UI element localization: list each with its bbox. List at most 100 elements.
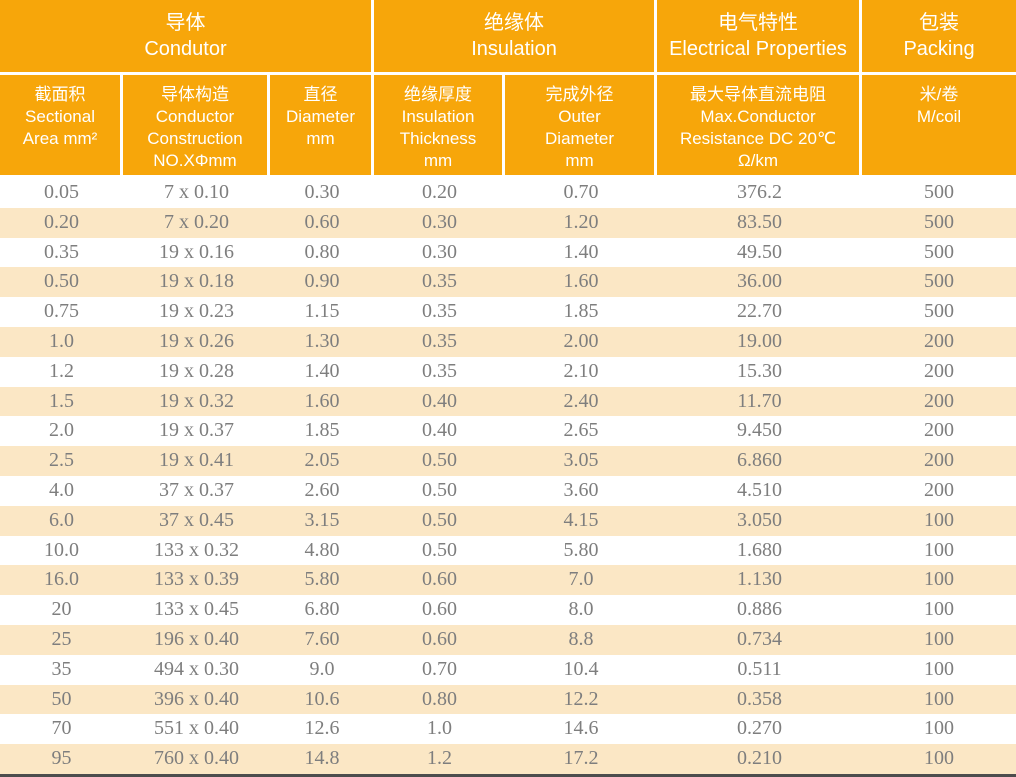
table-cell: 35 (0, 654, 123, 685)
table-row: 6.0 37 x 0.45 3.15 0.50 4.15 3.050 100 (0, 505, 1016, 536)
table-cell: 3.15 (270, 505, 375, 536)
table-cell: 37 x 0.37 (123, 475, 270, 506)
table-cell: 12.2 (505, 684, 658, 715)
table-row: 1.2 19 x 0.28 1.40 0.35 2.10 15.30 200 (0, 356, 1016, 387)
col-header-insulation-thickness: 绝缘厚度 Insulation Thickness mm (374, 75, 506, 178)
table-cell: 8.0 (505, 595, 658, 625)
table-cell: 5.80 (505, 535, 658, 566)
table-cell: 19 x 0.23 (123, 297, 270, 327)
table-cell: 4.0 (0, 475, 123, 506)
table-cell: 0.80 (374, 684, 506, 715)
table-cell: 7.0 (505, 565, 658, 596)
column-header-row: 截面积 Sectional Area mm² 导体构造 Conductor Co… (0, 75, 1016, 178)
table-cell: 19 x 0.41 (123, 446, 270, 476)
table-cell: 0.60 (374, 624, 506, 655)
table-cell: 494 x 0.30 (123, 654, 270, 685)
col-header-line: Thickness (399, 129, 477, 148)
table-cell: 36.00 (657, 267, 863, 298)
group-header-conductor: 导体 Condutor (0, 0, 375, 75)
table-cell: 2.60 (270, 475, 375, 506)
table-cell: 6.0 (0, 505, 123, 536)
table-cell: 0.30 (374, 237, 506, 268)
table-cell: 49.50 (657, 237, 863, 268)
table-cell: 2.05 (270, 446, 375, 476)
col-header-line: Insulation (401, 107, 475, 126)
table-cell: 200 (862, 416, 1016, 447)
table-cell: 0.70 (374, 654, 506, 685)
table-cell: 0.75 (0, 297, 123, 327)
table-body: 0.05 7 x 0.10 0.30 0.20 0.70 376.2 500 0.20 7 x … (0, 178, 1016, 774)
table-cell: 0.05 (0, 178, 123, 208)
table-cell: 12.6 (270, 714, 375, 745)
table-cell: 70 (0, 714, 123, 745)
col-header-line: Diameter (286, 107, 355, 126)
table-row: 2.5 19 x 0.41 2.05 0.50 3.05 6.860 200 (0, 446, 1016, 476)
table-cell: 0.50 (374, 505, 506, 536)
table-cell: 0.886 (657, 595, 863, 625)
table-cell: 100 (862, 684, 1016, 715)
col-header-line: Outer (558, 107, 601, 126)
table-cell: 0.60 (270, 207, 375, 238)
table-cell: 22.70 (657, 297, 863, 327)
col-header-line: 完成外径 (545, 85, 614, 104)
table-cell: 2.0 (0, 416, 123, 447)
col-header-line: Diameter (545, 129, 614, 148)
group-label-en: Condutor (144, 38, 227, 60)
table-cell: 200 (862, 386, 1016, 417)
group-label-zh: 包装 (919, 12, 960, 34)
table-cell: 9.450 (657, 416, 863, 447)
table-row: 1.0 19 x 0.26 1.30 0.35 2.00 19.00 200 (0, 326, 1016, 357)
col-header-line: mm (306, 129, 335, 148)
table-cell: 19 x 0.26 (123, 326, 270, 357)
table-cell: 1.0 (374, 714, 506, 745)
table-cell: 14.8 (270, 744, 375, 774)
table-cell: 1.40 (270, 356, 375, 387)
table-cell: 0.40 (374, 386, 506, 417)
bottom-rule (0, 773, 1016, 777)
table-row: 0.05 7 x 0.10 0.30 0.20 0.70 376.2 500 (0, 178, 1016, 208)
table-cell: 200 (862, 326, 1016, 357)
table-cell: 25 (0, 624, 123, 655)
table-cell: 0.358 (657, 684, 863, 715)
table-row: 95 760 x 0.40 14.8 1.2 17.2 0.210 100 (0, 744, 1016, 774)
table-cell: 196 x 0.40 (123, 624, 270, 655)
table-cell: 1.5 (0, 386, 123, 417)
table-cell: 1.60 (505, 267, 658, 298)
table-cell: 1.85 (270, 416, 375, 447)
table-cell: 0.20 (0, 207, 123, 238)
table-cell: 0.60 (374, 565, 506, 596)
col-header-meters-per-coil: 米/卷 M/coil (862, 75, 1016, 178)
table-cell: 3.60 (505, 475, 658, 506)
table-cell: 500 (862, 237, 1016, 268)
group-header-row: 导体 Condutor 绝缘体 Insulation 电气特性 Electric… (0, 0, 1016, 75)
table-cell: 0.35 (374, 297, 506, 327)
table-cell: 0.35 (374, 267, 506, 298)
table-cell: 760 x 0.40 (123, 744, 270, 774)
table-row: 50 396 x 0.40 10.6 0.80 12.2 0.358 100 (0, 684, 1016, 715)
group-header-insulation: 绝缘体 Insulation (374, 0, 658, 75)
table-cell: 14.6 (505, 714, 658, 745)
col-header-line: mm (565, 151, 594, 170)
table-cell: 0.511 (657, 654, 863, 685)
table-cell: 1.85 (505, 297, 658, 327)
table-cell: 1.2 (374, 744, 506, 774)
table-cell: 0.90 (270, 267, 375, 298)
col-header-line: 最大导体直流电阻 (690, 85, 827, 104)
table-row: 35 494 x 0.30 9.0 0.70 10.4 0.511 100 (0, 654, 1016, 685)
col-header-line: 绝缘厚度 (404, 85, 473, 104)
table-cell: 8.8 (505, 624, 658, 655)
table-row: 10.0 133 x 0.32 4.80 0.50 5.80 1.680 100 (0, 535, 1016, 566)
table-cell: 19 x 0.32 (123, 386, 270, 417)
table-cell: 1.130 (657, 565, 863, 596)
table-cell: 100 (862, 505, 1016, 536)
table-cell: 7 x 0.10 (123, 178, 270, 208)
table-cell: 376.2 (657, 178, 863, 208)
table-row: 4.0 37 x 0.37 2.60 0.50 3.60 4.510 200 (0, 475, 1016, 506)
table-cell: 2.5 (0, 446, 123, 476)
table-cell: 100 (862, 654, 1016, 685)
table-cell: 100 (862, 714, 1016, 745)
table-row: 25 196 x 0.40 7.60 0.60 8.8 0.734 100 (0, 624, 1016, 655)
col-header-line: Area mm² (22, 129, 98, 148)
table-cell: 4.15 (505, 505, 658, 536)
